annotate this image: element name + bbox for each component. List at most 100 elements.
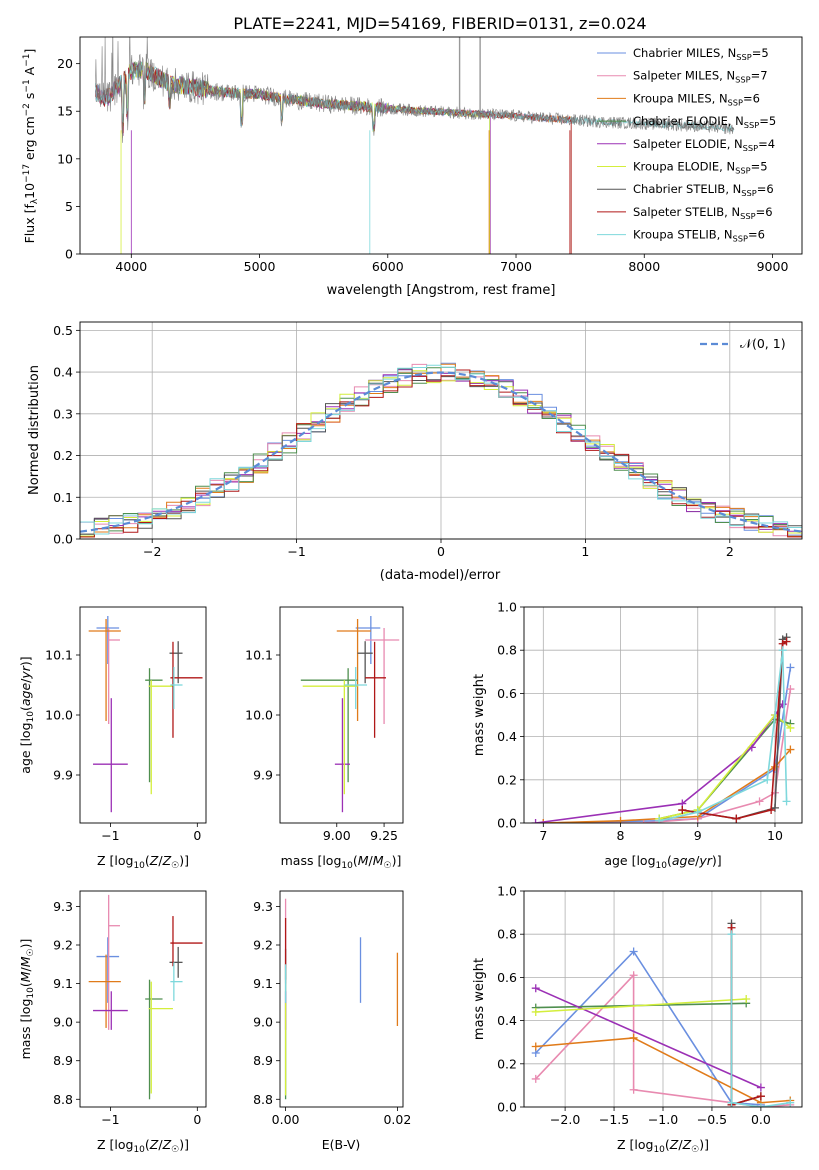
errorbar-point [88, 619, 121, 721]
plot-area-spectrum [95, 37, 735, 254]
weight-marker [531, 1042, 540, 1051]
x-tick-label: −1 [101, 828, 119, 843]
legend-label: Kroupa STELIB, NSSP=6 [633, 228, 765, 244]
plot-area-weight_vs_age [531, 633, 795, 823]
weight-marker [756, 1092, 765, 1101]
plot-area-residuals [80, 362, 802, 538]
legend-label: Salpeter MILES, NSSP=7 [633, 69, 768, 85]
plot-area-weight_vs_Z [531, 919, 795, 1107]
x-tick-label: 10 [767, 828, 783, 843]
y-tick-label: 20 [57, 56, 73, 71]
weight-line [658, 650, 788, 822]
x-tick-label: 8 [617, 828, 625, 843]
weight-marker [756, 1103, 765, 1107]
y-tick-label: 8.9 [53, 1053, 73, 1068]
errorbar-point [336, 619, 371, 721]
x-tick-label: 2 [726, 544, 734, 559]
y-tick-label: 0.0 [497, 1100, 517, 1115]
y-tick-label: 1.0 [497, 600, 517, 615]
y-tick-label: 15 [57, 104, 73, 119]
errorbar-point [108, 628, 120, 724]
errorbar-point [170, 962, 183, 1001]
y-tick-label: 0.8 [497, 927, 517, 942]
weight-marker [629, 947, 638, 956]
plot-area-mass_vs_Z [88, 894, 203, 1100]
weight-marker [678, 806, 687, 815]
x-axis-label: E(B-V) [322, 1137, 361, 1152]
x-tick-label: −2 [143, 544, 161, 559]
errorbar-point [96, 937, 120, 1003]
y-tick-label: 0.6 [497, 686, 517, 701]
weight-marker [629, 1085, 638, 1094]
y-tick-label: 9.0 [53, 1015, 73, 1030]
y-tick-label: 0.4 [497, 1013, 517, 1028]
y-tick-label: 10 [57, 151, 73, 166]
legend-label: Chabrier ELODIE, NSSP=5 [633, 114, 776, 130]
histogram-series [80, 370, 802, 537]
x-axis-label: Z [log10(Z/Z☉)] [97, 1137, 189, 1155]
x-tick-label: 0 [193, 1112, 201, 1127]
axes-frame [79, 890, 207, 1108]
weight-marker [786, 663, 795, 672]
weight-marker [778, 646, 787, 655]
panel-weight_vs_age: 7 8 9 10 0.0 0.2 0.4 0.6 0.8 1.0 age [log10(age/yr… [472, 600, 803, 871]
x-tick-label: 0 [437, 544, 445, 559]
weight-marker [629, 971, 638, 980]
weight-line [730, 934, 791, 1107]
weight-marker [786, 685, 795, 694]
errorbar-point [365, 628, 400, 724]
weight-marker [782, 637, 791, 646]
legend-label: Chabrier STELIB, NSSP=6 [633, 182, 774, 198]
y-axis-label: Normed distribution [27, 365, 42, 495]
spectrum-line [95, 61, 572, 254]
errorbar-point [148, 981, 173, 1094]
x-tick-label: 4000 [115, 259, 147, 274]
weight-line [535, 987, 762, 1089]
x-tick-label: 0 [193, 828, 201, 843]
weight-marker [531, 819, 540, 823]
panel-weight_vs_Z: −2.0 −1.5 −1.0 −0.5 0.0 0.0 0.2 0.4 0.6 0.8 1.0 Z [… [472, 884, 803, 1155]
panel-mass_vs_ebv: 0.00 0.02 8.8 8.9 9.0 9.1 9.2 9.3 E(B-V) [253, 890, 411, 1152]
weight-line [535, 1037, 791, 1104]
x-axis-label: (data-model)/error [380, 568, 501, 583]
weight-marker [786, 745, 795, 754]
spectrum-line [95, 62, 572, 254]
errorbar-point [300, 668, 358, 783]
errorbar-point [357, 641, 373, 684]
y-tick-label: 9.3 [53, 899, 73, 914]
weight-marker [756, 1083, 765, 1092]
weight-marker [767, 806, 776, 815]
axes-frame [279, 606, 404, 824]
errorbar-point [170, 667, 183, 709]
y-tick-label: 9.3 [253, 899, 273, 914]
weight-line [543, 688, 792, 823]
y-tick-label: 5 [65, 199, 73, 214]
plot-area-age_vs_Z [88, 616, 203, 813]
x-tick-label: 9.00 [323, 828, 351, 843]
y-tick-label: 10.0 [245, 708, 273, 723]
x-tick-label: 1 [581, 544, 589, 559]
y-axis-label: mass weight [472, 958, 487, 1040]
plot-area-age_vs_mass [300, 616, 400, 813]
y-axis-label: age [log10(age/yr)] [18, 656, 36, 773]
weight-marker [629, 1033, 638, 1042]
errorbar-point [169, 946, 183, 978]
x-axis-label: Z [log10(Z/Z☉)] [617, 1137, 709, 1155]
y-tick-label: 0.0 [497, 816, 517, 831]
x-tick-label: 7 [539, 828, 547, 843]
weight-marker [763, 775, 772, 784]
weight-marker [639, 819, 648, 823]
legend-label: Salpeter STELIB, NSSP=6 [633, 205, 773, 221]
y-tick-label: 8.9 [253, 1053, 273, 1068]
axes-frame [79, 321, 803, 540]
legend-label: Chabrier MILES, NSSP=5 [633, 46, 769, 62]
figure-title: PLATE=2241, MJD=54169, FIBERID=0131, z=0… [233, 14, 646, 33]
errorbar-point [148, 680, 173, 795]
x-tick-label: 0.00 [272, 1112, 300, 1127]
y-tick-label: 0.4 [53, 365, 73, 380]
weight-line [730, 927, 762, 1106]
errorbar-point [93, 698, 128, 813]
y-tick-label: 9.1 [53, 976, 73, 991]
legend-label: Salpeter ELODIE, NSSP=4 [633, 137, 775, 153]
